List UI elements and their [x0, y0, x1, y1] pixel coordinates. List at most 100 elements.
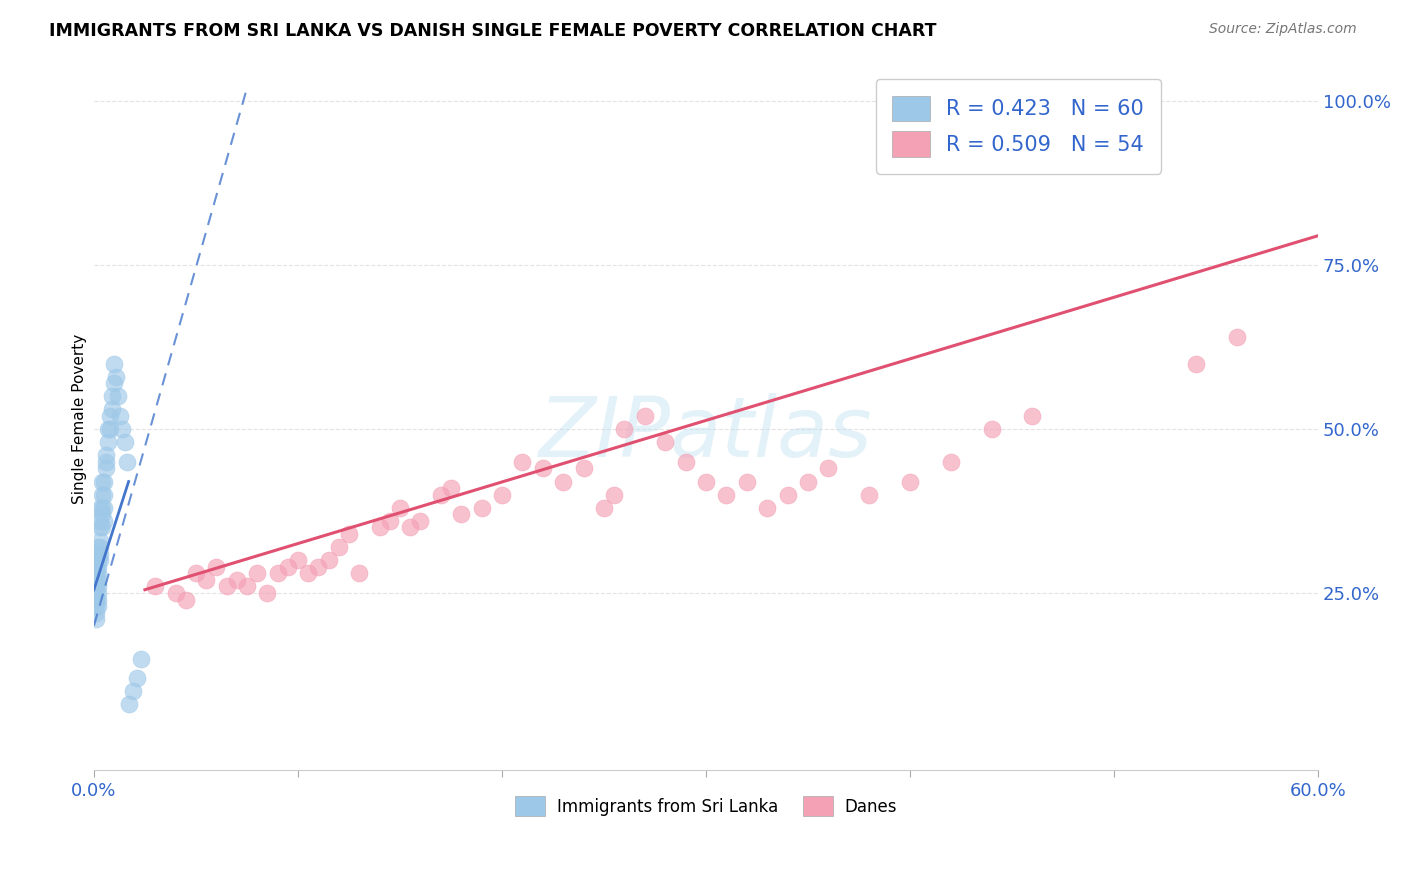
Point [114, 435, 136, 450]
Point [328, 540, 350, 554]
Point [91, 488, 114, 502]
Point [98, 422, 121, 436]
Point [117, 698, 139, 712]
Point [89, 500, 111, 515]
Point [287, 553, 309, 567]
Point [84, 579, 107, 593]
Point [297, 566, 319, 581]
Point [174, 592, 197, 607]
Point [84, 599, 107, 613]
Point [84, 553, 107, 567]
Point [87, 599, 110, 613]
Point [96, 455, 118, 469]
Point [91, 500, 114, 515]
Point [817, 461, 839, 475]
Point [87, 579, 110, 593]
Point [87, 592, 110, 607]
Point [735, 475, 758, 489]
Point [409, 514, 432, 528]
Point [440, 481, 463, 495]
Point [980, 422, 1002, 436]
Point [96, 448, 118, 462]
Point [184, 566, 207, 581]
Text: IMMIGRANTS FROM SRI LANKA VS DANISH SINGLE FEMALE POVERTY CORRELATION CHART: IMMIGRANTS FROM SRI LANKA VS DANISH SING… [49, 22, 936, 40]
Point [98, 409, 121, 423]
Point [84, 612, 107, 626]
Point [103, 357, 125, 371]
Legend: Immigrants from Sri Lanka, Danes: Immigrants from Sri Lanka, Danes [506, 788, 905, 825]
Point [84, 559, 107, 574]
Point [103, 376, 125, 391]
Point [89, 540, 111, 554]
Point [89, 547, 111, 561]
Point [91, 520, 114, 534]
Point [84, 566, 107, 581]
Point [87, 540, 110, 554]
Point [776, 488, 799, 502]
Point [246, 566, 269, 581]
Point [97, 435, 120, 450]
Point [87, 573, 110, 587]
Point [1225, 330, 1247, 344]
Point [939, 455, 962, 469]
Point [430, 488, 453, 502]
Point [368, 520, 391, 534]
Point [96, 461, 118, 475]
Point [205, 559, 228, 574]
Point [84, 586, 107, 600]
Point [318, 553, 340, 567]
Point [87, 547, 110, 561]
Point [388, 500, 411, 515]
Point [491, 488, 513, 502]
Point [93, 488, 115, 502]
Point [93, 475, 115, 489]
Point [347, 566, 370, 581]
Point [105, 369, 128, 384]
Point [277, 559, 299, 574]
Point [93, 500, 115, 515]
Point [266, 566, 288, 581]
Point [797, 475, 820, 489]
Text: Source: ZipAtlas.com: Source: ZipAtlas.com [1209, 22, 1357, 37]
Y-axis label: Single Female Poverty: Single Female Poverty [72, 334, 87, 504]
Point [89, 520, 111, 534]
Point [654, 435, 676, 450]
Point [399, 520, 422, 534]
Point [143, 579, 166, 593]
Point [215, 579, 238, 593]
Point [111, 422, 134, 436]
Point [337, 527, 360, 541]
Point [195, 573, 218, 587]
Point [450, 508, 472, 522]
Point [512, 455, 534, 469]
Point [675, 455, 697, 469]
Point [898, 475, 921, 489]
Point [125, 671, 148, 685]
Point [695, 475, 717, 489]
Point [87, 553, 110, 567]
Text: ZIPatlas: ZIPatlas [540, 392, 873, 474]
Point [129, 651, 152, 665]
Point [107, 389, 129, 403]
Point [89, 514, 111, 528]
Point [89, 533, 111, 548]
Point [97, 422, 120, 436]
Point [634, 409, 657, 423]
Point [110, 409, 132, 423]
Point [1021, 409, 1043, 423]
Point [84, 573, 107, 587]
Point [471, 500, 494, 515]
Point [613, 422, 636, 436]
Point [1184, 357, 1206, 371]
Point [89, 553, 111, 567]
Point [858, 488, 880, 502]
Point [84, 606, 107, 620]
Point [716, 488, 738, 502]
Point [165, 586, 187, 600]
Point [115, 455, 138, 469]
Point [87, 566, 110, 581]
Point [531, 461, 554, 475]
Point [553, 475, 575, 489]
Point [256, 586, 278, 600]
Point [87, 586, 110, 600]
